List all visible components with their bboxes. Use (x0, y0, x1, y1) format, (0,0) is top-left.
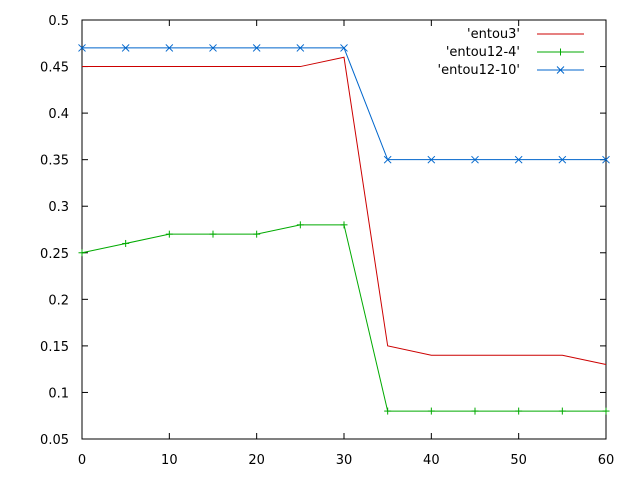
data-point (121, 44, 130, 52)
plot-frame (81, 19, 607, 440)
data-point (165, 44, 174, 52)
x-tick-label: 50 (510, 453, 527, 468)
data-point (253, 230, 261, 238)
series-1 (78, 221, 610, 415)
legend-label: 'entou12-4' (446, 45, 520, 60)
data-point (296, 221, 304, 229)
series-0 (82, 56, 607, 365)
y-tick-label: 0.45 (40, 61, 69, 76)
data-point (471, 155, 479, 164)
x-tick-label: 60 (598, 453, 615, 468)
y-tick-label: 0.15 (40, 340, 69, 355)
y-axis: 0.05 0.1 0.15 0.2 0.25 0.3 0.35 0.4 0.45 0.5 (40, 14, 606, 448)
x-tick-label: 40 (423, 453, 440, 468)
data-point (427, 407, 435, 415)
y-tick-label: 0.35 (40, 154, 69, 169)
data-point (558, 155, 567, 164)
data-point (427, 155, 436, 164)
data-point (384, 407, 392, 415)
legend-item: 'entou3' (467, 27, 584, 42)
x-tick-label: 0 (78, 453, 86, 468)
data-point (602, 155, 610, 164)
series-line (81, 224, 606, 412)
data-point (165, 230, 173, 238)
data-point (514, 155, 523, 164)
y-tick-label: 0.3 (48, 200, 69, 215)
data-point (340, 221, 348, 229)
legend-label: 'entou12-10' (438, 63, 520, 78)
data-point (78, 44, 86, 52)
data-point (602, 407, 610, 415)
data-point (471, 407, 479, 415)
data-point (78, 249, 86, 257)
legend-label: 'entou3' (467, 27, 520, 42)
data-point (122, 239, 130, 247)
y-tick-label: 0.5 (48, 14, 69, 29)
x-tick-label: 10 (161, 453, 178, 468)
data-point (209, 230, 217, 238)
y-tick-label: 0.05 (40, 433, 69, 448)
legend-item: 'entou12-4' (446, 45, 584, 60)
data-point (515, 407, 523, 415)
plot-border (81, 19, 607, 440)
series-line (82, 56, 607, 365)
y-tick-label: 0.2 (48, 293, 69, 308)
x-axis: 0 10 20 30 40 50 60 (78, 20, 614, 468)
y-tick-label: 0.1 (48, 386, 69, 401)
series-2 (78, 44, 610, 164)
data-point (296, 44, 305, 52)
y-tick-label: 0.4 (48, 107, 69, 122)
data-point (340, 44, 348, 52)
data-point (252, 44, 261, 52)
legend: 'entou3' 'entou12-4' 'entou12-10' (438, 27, 584, 78)
x-tick-label: 20 (248, 453, 265, 468)
data-point (383, 155, 392, 164)
data-point (558, 407, 566, 415)
legend-marker (556, 66, 565, 74)
y-tick-label: 0.25 (40, 247, 69, 262)
legend-marker (557, 48, 564, 56)
series-layer (78, 44, 610, 415)
legend-item: 'entou12-10' (438, 63, 584, 78)
x-tick-label: 30 (336, 453, 353, 468)
data-point (209, 44, 217, 52)
series-line (82, 47, 606, 161)
